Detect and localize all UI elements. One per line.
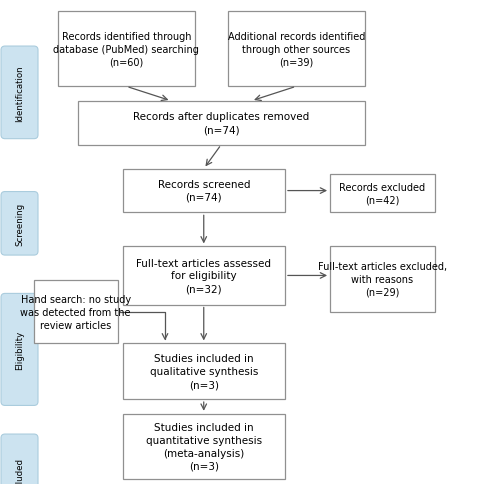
- FancyBboxPatch shape: [1, 294, 38, 406]
- Text: Eligibility: Eligibility: [15, 330, 24, 369]
- FancyBboxPatch shape: [1, 47, 38, 139]
- FancyBboxPatch shape: [58, 12, 195, 87]
- Text: Identification: Identification: [15, 65, 24, 121]
- Text: Records screened
(n=74): Records screened (n=74): [158, 180, 250, 203]
- FancyBboxPatch shape: [34, 281, 117, 344]
- Text: Full-text articles excluded,
with reasons
(n=29): Full-text articles excluded, with reason…: [318, 262, 447, 297]
- Text: Included: Included: [15, 457, 24, 484]
- Text: Records excluded
(n=42): Records excluded (n=42): [340, 182, 426, 205]
- FancyBboxPatch shape: [228, 12, 365, 87]
- FancyBboxPatch shape: [122, 414, 285, 479]
- FancyBboxPatch shape: [78, 102, 365, 145]
- Text: Records after duplicates removed
(n=74): Records after duplicates removed (n=74): [133, 112, 310, 135]
- Text: Records identified through
database (PubMed) searching
(n=60): Records identified through database (Pub…: [54, 32, 199, 67]
- FancyBboxPatch shape: [1, 192, 38, 256]
- FancyBboxPatch shape: [122, 344, 285, 399]
- Text: Studies included in
qualitative synthesis
(n=3): Studies included in qualitative synthesi…: [150, 354, 258, 389]
- Text: Hand search: no study
was detected from the
review articles: Hand search: no study was detected from …: [20, 294, 131, 330]
- FancyBboxPatch shape: [122, 247, 285, 305]
- Text: Additional records identified
through other sources
(n=39): Additional records identified through ot…: [228, 32, 365, 67]
- Text: Studies included in
quantitative synthesis
(meta-analysis)
(n=3): Studies included in quantitative synthes…: [146, 423, 262, 470]
- FancyBboxPatch shape: [122, 169, 285, 213]
- FancyBboxPatch shape: [1, 434, 38, 484]
- Text: Full-text articles assessed
for eligibility
(n=32): Full-text articles assessed for eligibil…: [136, 258, 271, 294]
- FancyBboxPatch shape: [330, 247, 435, 312]
- Text: Screening: Screening: [15, 202, 24, 245]
- FancyBboxPatch shape: [330, 174, 435, 213]
